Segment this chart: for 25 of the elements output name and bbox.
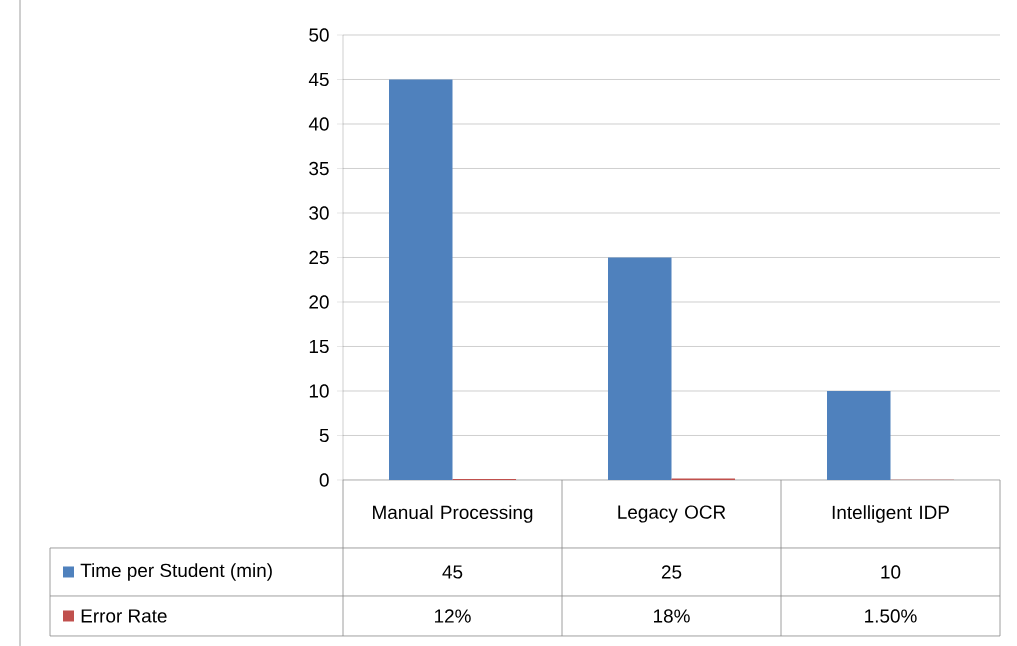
data-label: 12% — [435, 609, 471, 623]
bar — [827, 390, 891, 480]
y-tick-label: 5 — [319, 428, 329, 443]
y-tick-label: 35 — [309, 161, 329, 176]
bar — [389, 79, 453, 480]
legend-label: Error Rate — [81, 609, 167, 623]
bar — [608, 257, 672, 480]
y-tick-label: 20 — [309, 295, 329, 309]
x-tick-label: Intelligent IDP — [832, 505, 949, 523]
y-tick-label: 30 — [309, 206, 329, 220]
data-label: 45 — [442, 565, 463, 579]
y-tick-label: 40 — [308, 117, 329, 131]
data-label: 25 — [661, 565, 682, 579]
data-label: 1.50% — [865, 609, 917, 623]
data-label: 18% — [654, 609, 690, 623]
y-tick-label: 25 — [309, 250, 329, 265]
legend-label: Time per Student (min) — [80, 563, 272, 581]
data-label: 10 — [881, 565, 901, 579]
y-tick-label: 10 — [309, 384, 329, 398]
y-tick-label: 0 — [319, 473, 329, 487]
y-tick-label: 15 — [309, 339, 329, 354]
y-tick-label: 45 — [308, 72, 329, 87]
y-tick-label: 50 — [309, 28, 329, 42]
x-tick-label: Legacy OCR — [618, 505, 726, 523]
x-tick-label: Manual Processing — [373, 505, 533, 523]
